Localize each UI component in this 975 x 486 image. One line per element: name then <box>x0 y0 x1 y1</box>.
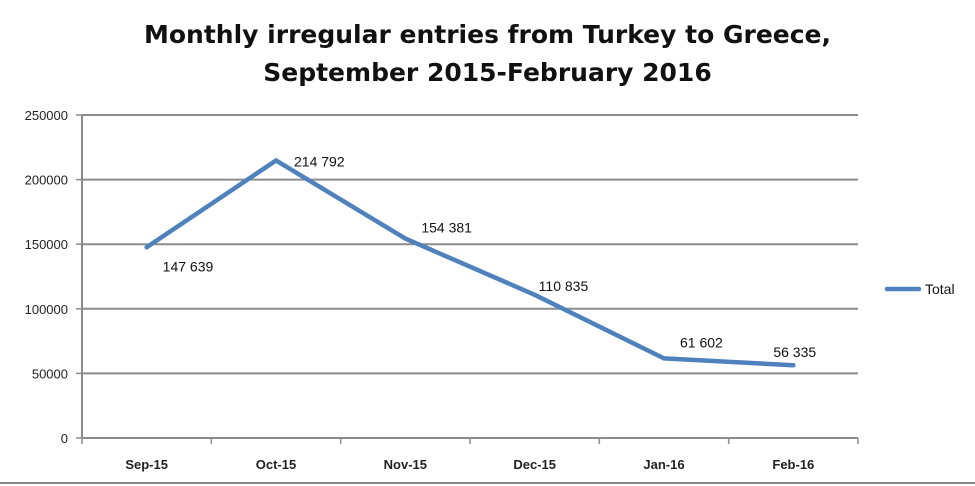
data-label: 154 381 <box>421 220 472 236</box>
x-tick-label: Feb-16 <box>772 457 814 472</box>
y-axis-ticks: 0 50000 100000 150000 200000 250000 <box>25 108 82 446</box>
data-point <box>273 158 279 163</box>
data-point <box>661 356 667 361</box>
data-point <box>144 245 149 250</box>
chart-title: Monthly irregular entries from Turkey to… <box>0 16 975 92</box>
y-tick-label: 200000 <box>25 173 68 188</box>
chart-title-line-1: Monthly irregular entries from Turkey to… <box>144 20 831 49</box>
data-point <box>791 363 796 368</box>
x-tick-label: Nov-15 <box>384 457 427 472</box>
data-label: 110 835 <box>539 278 589 294</box>
series-lines <box>144 158 796 368</box>
data-label: 61 602 <box>680 334 723 350</box>
axes <box>81 115 858 439</box>
series-line-total <box>144 158 796 368</box>
y-tick-label: 150000 <box>25 237 68 252</box>
data-label: 214 792 <box>294 153 345 169</box>
x-tick-label: Sep-15 <box>125 457 168 472</box>
y-tick-label: 0 <box>61 431 68 446</box>
x-tick-label: Oct-15 <box>256 457 296 472</box>
bottom-border <box>0 482 975 484</box>
chart-title-line-2: September 2015-February 2016 <box>263 58 712 87</box>
legend: Total <box>884 281 955 297</box>
y-tick-label: 250000 <box>25 108 68 123</box>
gridlines <box>82 114 858 375</box>
data-point <box>532 292 537 298</box>
x-axis-ticks: Sep-15 Oct-15 Nov-15 Dec-15 Jan-16 Feb-16 <box>81 438 859 472</box>
legend-label: Total <box>925 281 955 297</box>
data-labels: 147 639 214 792 154 381 110 835 61 602 56 335 <box>163 153 817 360</box>
x-tick-label: Jan-16 <box>643 457 684 472</box>
x-tick-label: Dec-15 <box>513 457 556 472</box>
y-tick-label: 100000 <box>25 302 68 317</box>
data-label: 147 639 <box>163 258 214 274</box>
data-label: 56 335 <box>773 344 816 360</box>
y-tick-label: 50000 <box>32 366 68 381</box>
data-point <box>403 236 408 241</box>
